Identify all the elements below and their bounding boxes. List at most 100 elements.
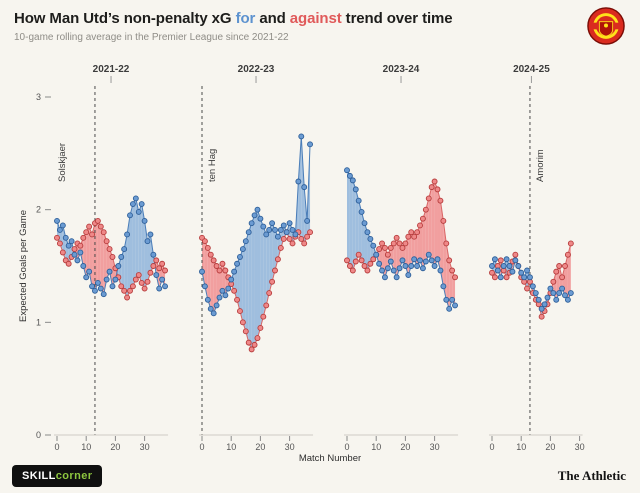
xg-for-point <box>213 302 220 309</box>
xg-for-point <box>269 220 276 227</box>
xg-against-point <box>562 263 568 269</box>
xg-for-point <box>77 249 84 256</box>
x-axis: 0 10 20 30 <box>489 434 585 452</box>
chart-title: How Man Utd’s non-penalty xG for and aga… <box>14 10 569 27</box>
season-panel-2023-24: 2023-24 0 10 20 30 <box>344 64 459 452</box>
chart-subtitle: 10-game rolling average in the Premier L… <box>14 32 289 44</box>
x-tick-label: 30 <box>140 442 150 452</box>
xg-for-point <box>527 274 533 281</box>
y-tick-label: 1 <box>36 317 41 327</box>
xg-for-point <box>405 272 412 278</box>
xg-for-point <box>491 256 498 263</box>
xg-for-point <box>216 294 223 301</box>
xg-for-point <box>118 254 125 260</box>
skillcorner-corner-text: corner <box>55 470 93 482</box>
season-label: 2021-22 <box>93 64 130 75</box>
manager-label-ten Hag: ten Hag <box>207 149 218 182</box>
xg-for-point <box>387 258 394 265</box>
xg-for-point <box>138 201 145 207</box>
xg-against-point <box>257 325 264 331</box>
xg-for-point <box>83 274 90 281</box>
xg-for-point <box>367 236 374 242</box>
xg-against-point <box>376 246 383 253</box>
xg-against-point <box>109 254 116 260</box>
xg-for-point <box>295 178 302 185</box>
xg-against-point <box>367 260 374 267</box>
xg-for-point <box>80 263 87 269</box>
xg-for-point <box>437 267 444 274</box>
xg-for-point <box>384 265 391 272</box>
xg-against-point <box>135 272 142 278</box>
xg-against-point <box>497 257 504 264</box>
xg-for-point <box>248 220 255 227</box>
xg-against-point <box>251 341 258 348</box>
xg-for-point <box>399 257 406 264</box>
xg-for-point <box>349 177 356 184</box>
xg-for-point <box>364 229 371 236</box>
xg-against-point <box>298 236 305 242</box>
xg-against-point <box>216 267 223 274</box>
title-against-word: against <box>289 10 342 27</box>
xg-for-point <box>62 234 69 241</box>
xg-for-point <box>567 290 574 296</box>
xg-for-point <box>564 296 571 303</box>
xg-against-point <box>550 278 557 285</box>
xg-for-point <box>156 285 163 292</box>
xg-against-point <box>144 278 151 285</box>
xg-for-point <box>431 263 438 269</box>
x-tick-label: 0 <box>199 442 204 452</box>
xg-against-point <box>56 240 63 247</box>
xg-against-point <box>260 313 267 320</box>
header: How Man Utd’s non-penalty xG for and aga… <box>14 10 569 43</box>
xg-for-point <box>443 296 450 303</box>
xg-against-point <box>503 274 510 281</box>
xg-for-point <box>506 263 513 269</box>
xg-for-point <box>147 231 154 238</box>
xg-for-point <box>103 276 110 283</box>
xg-for-point <box>162 283 168 290</box>
xg-against-point <box>352 258 359 265</box>
xg-against-point <box>289 240 296 247</box>
xg-for-point <box>411 256 418 263</box>
xg-for-point <box>425 251 432 258</box>
xg-for-point <box>402 263 409 269</box>
xg-against-point <box>491 274 498 281</box>
xg-for-point <box>106 268 113 275</box>
xg-against-point <box>390 240 397 247</box>
x-tick-label: 0 <box>54 442 59 452</box>
x-tick-label: 10 <box>81 442 91 452</box>
x-axis-title: Match Number <box>299 453 361 464</box>
xg-for-point <box>109 283 116 290</box>
xg-against-point <box>83 229 90 236</box>
xg-against-point <box>237 308 243 315</box>
x-tick-label: 10 <box>226 442 236 452</box>
xg-for-point <box>159 276 166 283</box>
xg-for-point <box>272 226 278 233</box>
xg-against-point <box>234 296 240 303</box>
xg-for-point <box>304 217 311 224</box>
xg-against-point <box>567 240 574 247</box>
xg-against-point <box>274 256 281 263</box>
xg-for-point <box>228 276 235 283</box>
xg-for-point <box>68 238 75 245</box>
x-tick-label: 20 <box>110 442 120 452</box>
xg-against-point <box>382 245 388 251</box>
xg-for-point <box>94 279 101 286</box>
xg-for-point <box>71 251 78 258</box>
xg-against-point <box>411 233 418 240</box>
xg-for-point <box>225 285 232 292</box>
xg-against-point <box>100 229 107 236</box>
y-tick-label: 0 <box>36 430 41 440</box>
xg-against-point <box>370 256 377 263</box>
xg-for-point <box>489 263 495 269</box>
xg-for-point <box>97 285 104 292</box>
xg-for-point <box>379 267 385 274</box>
xg-against-point <box>242 328 249 335</box>
season-panel-2022-23: 2022-23 ten Hag 0 10 20 30 <box>199 64 314 452</box>
xg-for-point <box>414 263 421 269</box>
x-tick-label: 10 <box>371 442 381 452</box>
xg-against-point <box>440 217 447 224</box>
xg-for-point <box>518 269 525 276</box>
xg-against-point <box>156 265 163 272</box>
xg-for-point <box>257 215 264 222</box>
